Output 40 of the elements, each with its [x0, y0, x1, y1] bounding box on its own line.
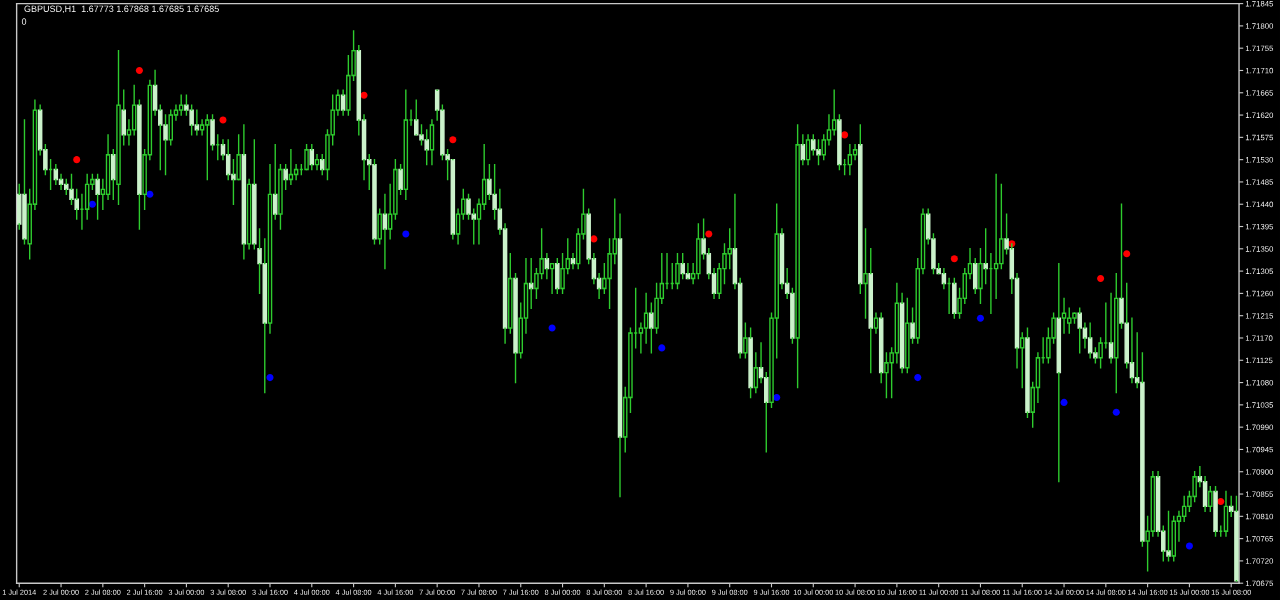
point — [1097, 275, 1105, 283]
point — [88, 200, 96, 208]
candlestick — [377, 208, 382, 245]
candlestick — [168, 109, 174, 146]
point — [841, 131, 849, 139]
point — [266, 374, 274, 382]
point — [976, 314, 984, 322]
candlestick — [236, 134, 241, 181]
point — [658, 344, 666, 352]
candlestick — [743, 322, 748, 359]
point — [773, 393, 781, 401]
point — [146, 190, 154, 198]
point — [950, 255, 958, 263]
candlestick — [978, 248, 983, 305]
point — [135, 66, 143, 75]
candlestick — [863, 228, 868, 319]
point — [1185, 542, 1193, 550]
candlestick — [905, 297, 910, 374]
point — [360, 91, 368, 99]
candlestick — [795, 124, 800, 389]
point — [402, 230, 410, 238]
point — [590, 235, 598, 243]
annotation: 0 — [21, 18, 27, 25]
chart-title: GBPUSD,H1 1.67773 1.67868 1.67685 1.67685 — [24, 5, 219, 14]
candlestick — [1171, 515, 1177, 562]
point — [1123, 250, 1131, 258]
candlestick — [508, 253, 513, 334]
point — [73, 156, 81, 164]
point — [449, 136, 457, 144]
point — [1060, 398, 1068, 406]
candlestick — [116, 49, 121, 205]
candlestick — [304, 144, 309, 171]
candlestick — [278, 163, 283, 230]
point — [705, 230, 713, 238]
point — [1217, 497, 1225, 505]
point — [914, 374, 922, 382]
point — [1112, 408, 1120, 416]
candlestick — [1019, 332, 1025, 389]
candlestick — [1114, 272, 1119, 394]
point — [548, 324, 556, 332]
